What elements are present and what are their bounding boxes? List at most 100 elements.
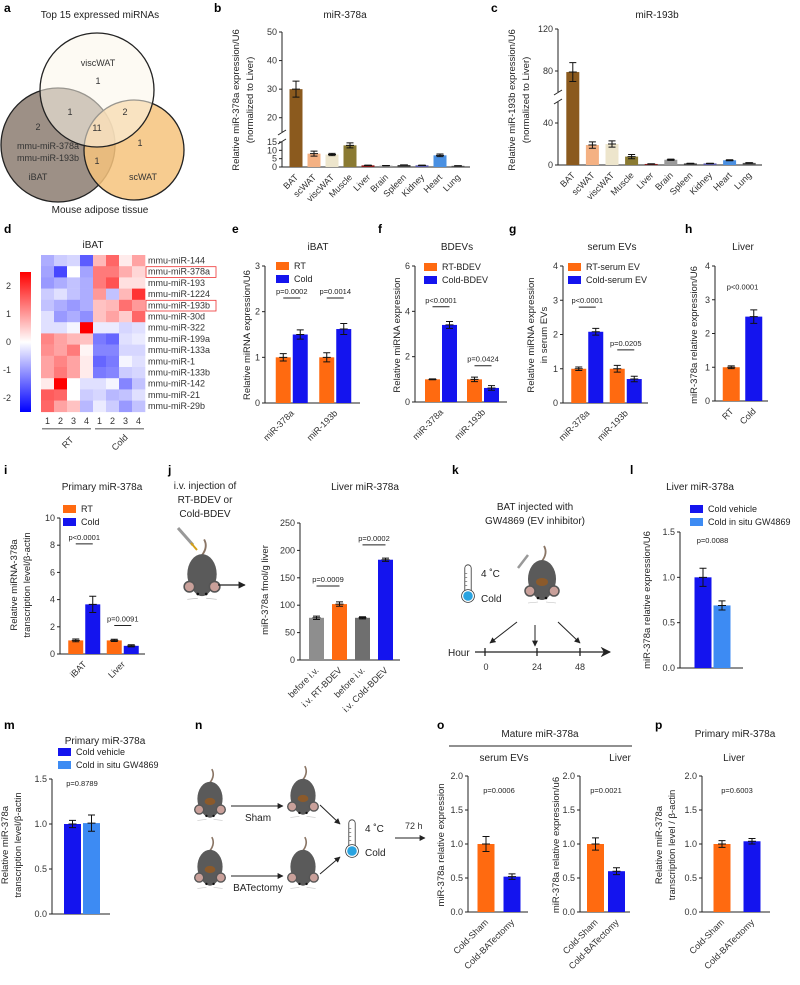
heatmap-column-label: 1 bbox=[45, 416, 50, 426]
color-scale-tick: 2 bbox=[6, 281, 11, 291]
chart-title: miR-193b bbox=[635, 10, 679, 21]
o-header: Mature miR-378a bbox=[501, 729, 579, 740]
heatmap-cell bbox=[41, 389, 55, 401]
y-axis-label: Relative miRNA-378a bbox=[9, 539, 20, 631]
bar bbox=[64, 824, 81, 914]
heatmap-cell bbox=[132, 355, 146, 368]
y-tick-label: 1.5 bbox=[450, 805, 463, 815]
bar bbox=[477, 844, 495, 912]
bar bbox=[703, 163, 717, 165]
heatmap-cell bbox=[67, 389, 81, 401]
heatmap-column-label: 2 bbox=[110, 416, 115, 426]
heatmap-cell bbox=[54, 389, 68, 401]
y-axis-label: miR-378a fmol/g liver bbox=[260, 545, 271, 635]
y-tick-label: 50 bbox=[267, 27, 277, 37]
error-bar bbox=[381, 557, 390, 562]
color-scale-bar bbox=[20, 272, 31, 412]
y-axis-label: Relative miR-378a bbox=[0, 805, 11, 884]
panel-letter-c: c bbox=[491, 1, 498, 15]
panel-letter-m: m bbox=[4, 718, 15, 732]
chart-m: 0.0 0.5 1.0 1.5 Primary miR-378a Relative miR… bbox=[0, 736, 159, 919]
y-tick-label: 120 bbox=[538, 24, 553, 34]
error-bar bbox=[630, 375, 639, 383]
heatmap-cell bbox=[106, 288, 120, 301]
heatmap-cell bbox=[93, 333, 107, 345]
chart-l: 0.0 0.5 1.0 1.5 Liver miR-378a miR-378a relat… bbox=[642, 482, 791, 673]
venn-mirna: mmu-miR-193b bbox=[17, 153, 79, 163]
venn-count: 11 bbox=[92, 123, 101, 133]
heatmap-cell bbox=[93, 311, 107, 323]
bar bbox=[743, 841, 761, 912]
x-tick-label: Cold bbox=[738, 406, 758, 426]
heatmap-row-label: mmu-miR-193b bbox=[148, 300, 210, 310]
heatmap-cell bbox=[93, 367, 107, 379]
injection-diagram: i.v. injection of RT-BDEV or Cold-BDEV bbox=[174, 481, 246, 601]
bar bbox=[587, 844, 604, 912]
bar bbox=[694, 577, 712, 668]
k-title: GW4869 (EV inhibitor) bbox=[485, 516, 585, 527]
legend-swatch bbox=[63, 505, 76, 513]
bar bbox=[605, 144, 619, 165]
chart-title: BDEVs bbox=[441, 242, 473, 253]
arrow-icon bbox=[319, 804, 341, 825]
chart-j: 0 50 100 150 200 250 Liver miR-378a miR-378a fm… bbox=[260, 482, 400, 714]
heatmap-cell bbox=[41, 333, 55, 345]
y-tick-label: 6 bbox=[405, 261, 410, 271]
heatmap-cell bbox=[119, 255, 133, 267]
panel-letter-f: f bbox=[378, 222, 383, 236]
y-tick-label: 0 bbox=[553, 398, 558, 408]
panel-letter-e: e bbox=[232, 222, 239, 236]
error-bar bbox=[328, 152, 336, 157]
y-tick-label: 2 bbox=[50, 622, 55, 632]
y-axis-label: (normalized to Liver) bbox=[245, 57, 256, 144]
legend-swatch bbox=[58, 761, 71, 769]
heatmap-cell bbox=[119, 266, 133, 278]
heatmap-cell bbox=[67, 277, 81, 289]
error-bar bbox=[346, 142, 354, 149]
heatmap-cell bbox=[93, 299, 107, 312]
syringe-icon bbox=[176, 527, 195, 546]
heatmap-cell bbox=[119, 311, 133, 323]
color-scale-tick: -1 bbox=[3, 365, 11, 375]
heatmap-cell bbox=[54, 277, 68, 289]
chart-title: Liver bbox=[723, 753, 745, 764]
y-axis-label: Relative miRNA expression bbox=[526, 277, 537, 392]
legend-swatch bbox=[58, 748, 71, 756]
error-bar bbox=[358, 616, 367, 620]
p-value-label: p=0.0002 bbox=[276, 287, 308, 296]
heatmap-cell bbox=[67, 255, 81, 267]
heatmap-cell bbox=[67, 299, 81, 312]
chart-h: 0 1 2 3 4 Liver miR-378a relative expression/U… bbox=[689, 242, 768, 426]
panel-letter-j: j bbox=[167, 463, 171, 477]
heatmap-cell bbox=[106, 299, 120, 312]
y-tick-label: 4 bbox=[405, 306, 410, 316]
bar bbox=[355, 617, 370, 660]
error-bar bbox=[725, 159, 734, 162]
bar bbox=[745, 316, 763, 401]
p-value-label: p<0.0001 bbox=[572, 296, 604, 305]
thermometer-icon bbox=[345, 819, 359, 858]
panel-letter-b: b bbox=[214, 1, 221, 15]
y-tick-label: 5 bbox=[272, 154, 277, 164]
heatmap-row-label: mmu-miR-144 bbox=[148, 256, 205, 266]
y-axis-label: miR-378a relative expression/U6 bbox=[642, 531, 653, 669]
x-tick-label: iBAT bbox=[68, 659, 89, 680]
error-bar bbox=[718, 840, 726, 848]
heatmap-cell bbox=[80, 367, 94, 379]
color-scale-tick: -2 bbox=[3, 393, 11, 403]
heatmap-column-label: 3 bbox=[123, 416, 128, 426]
y-tick-label: 0.0 bbox=[684, 907, 697, 917]
chart-title: Liver miR-378a bbox=[331, 482, 399, 493]
error-bar bbox=[339, 323, 348, 335]
panel-letter-h: h bbox=[685, 222, 692, 236]
venn-label-ibat: iBAT bbox=[29, 172, 48, 182]
heatmap-row-label: mmu-miR-29b bbox=[148, 401, 205, 411]
timeline-tick: 0 bbox=[483, 662, 488, 672]
group-label-rt: RT bbox=[60, 434, 76, 450]
bar bbox=[307, 153, 321, 167]
heatmap-cell bbox=[106, 266, 120, 278]
error-bar bbox=[310, 150, 318, 157]
venn-count: 1 bbox=[95, 76, 100, 86]
venn-count: 1 bbox=[94, 156, 99, 166]
